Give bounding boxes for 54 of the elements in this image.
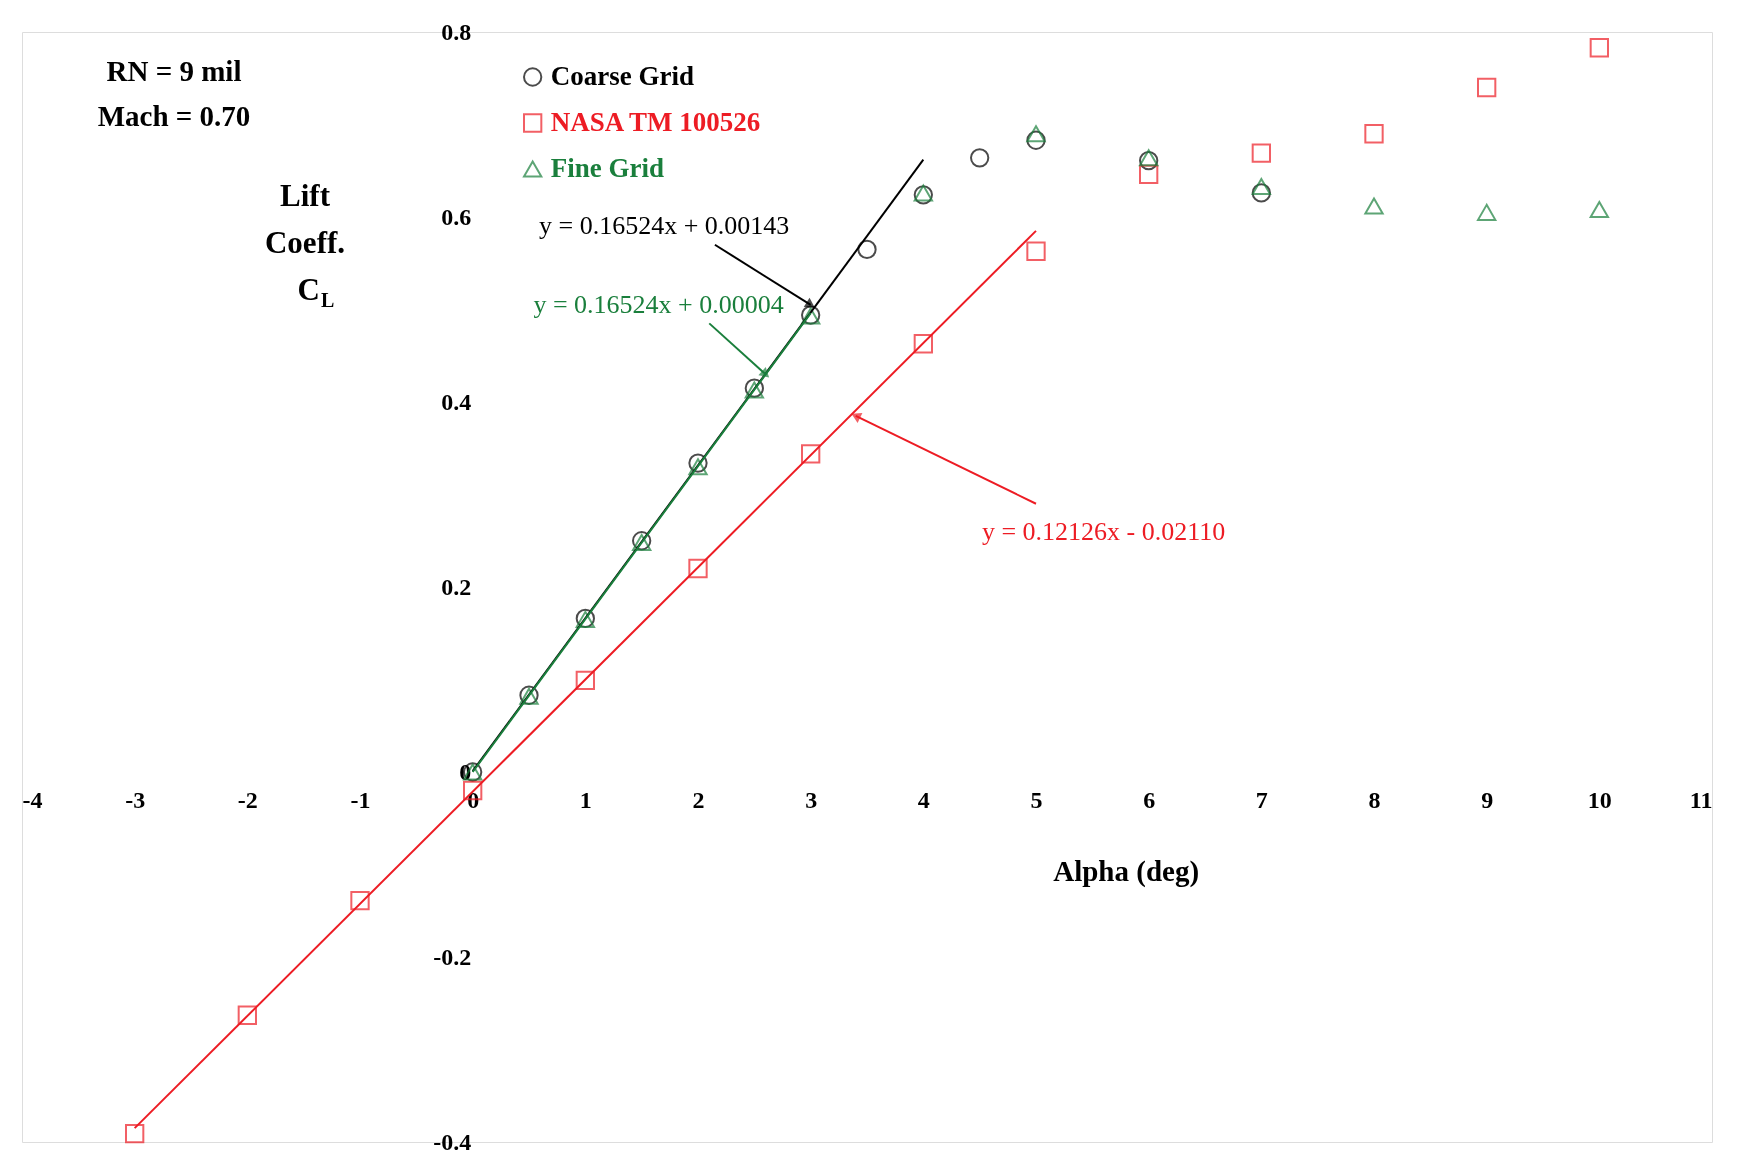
point [857,239,877,260]
point [237,1005,257,1025]
point [1026,130,1046,150]
point [125,1124,145,1144]
point [1589,38,1609,58]
x-tick-label: 4 [917,786,930,813]
legend-label: Fine Grid [550,153,664,183]
x-tick-label: -1 [350,786,371,813]
y-tick-label: 0.8 [441,18,472,45]
point [688,558,708,579]
point [1026,241,1046,261]
point [1589,201,1609,219]
point [970,148,990,168]
point [1251,177,1271,195]
point [1477,77,1497,98]
annotation: y = 0.12126x - 0.02110 [981,516,1226,546]
annotation: y = 0.16524x + 0.00004 [533,289,784,319]
point [1139,164,1159,185]
point [688,453,708,473]
x-tick-label: 11 [1689,786,1713,813]
annotation: RN = 9 mil [106,55,242,87]
point [575,670,595,691]
point [1364,124,1384,144]
point [913,334,933,354]
point [1477,203,1497,221]
y-tick-label: -0.2 [433,943,472,970]
x-tick-label: -2 [237,786,258,813]
x-tick-label: 7 [1255,786,1268,813]
y-tick-label: 0.2 [441,573,472,600]
x-tick-label: 5 [1030,786,1043,813]
x-tick-label: 10 [1587,786,1612,813]
point [1364,197,1384,215]
legend-label: NASA TM 100526 [550,107,761,137]
y-tick-label: 0.4 [441,388,472,415]
x-tick-label: 2 [692,786,705,813]
annotation: Mach = 0.70 [97,100,251,132]
point [801,444,821,464]
x-tick-label: 3 [805,786,818,813]
x-tick-label: 6 [1143,786,1156,813]
x-tick-label: 8 [1368,786,1381,813]
legend-label: Coarse Grid [550,61,694,91]
y-tick-label: -0.4 [433,1128,472,1155]
x-tick-label: 9 [1481,786,1494,813]
point [688,458,708,476]
x-axis-title: Alpha (deg) [1053,855,1200,888]
x-tick-label: 1 [579,786,592,813]
point [1026,125,1046,143]
annotation: y = 0.16524x + 0.00143 [539,211,790,241]
point [350,890,370,911]
x-tick-label: -4 [22,786,43,813]
x-tick-label: -3 [125,786,146,813]
y-tick-label: 0.6 [441,203,472,230]
point [1251,143,1271,163]
point [1251,183,1271,203]
